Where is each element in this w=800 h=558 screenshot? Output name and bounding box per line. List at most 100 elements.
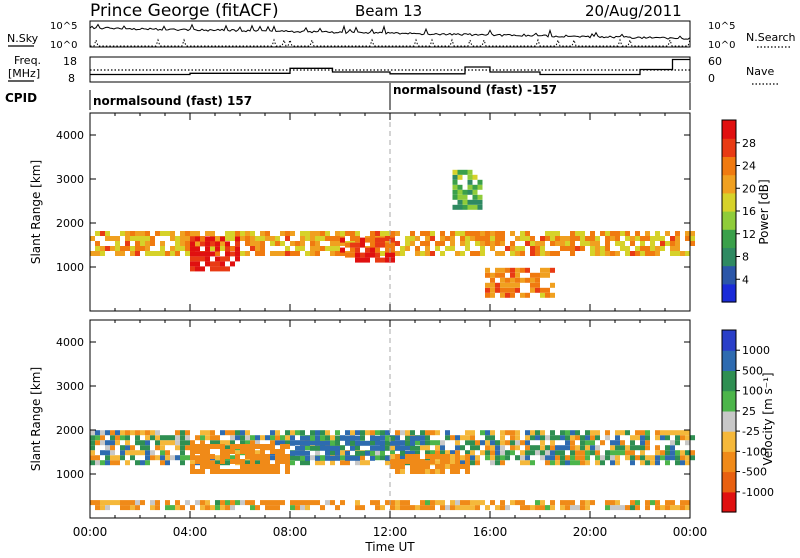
- velocity-cell: [565, 445, 570, 451]
- velocity-cell: [150, 435, 155, 441]
- power-cell: [455, 251, 460, 256]
- power-cell: [260, 231, 265, 236]
- x-axis-label: Time UT: [364, 540, 415, 554]
- velocity-cell: [690, 450, 695, 456]
- power-cell: [575, 236, 580, 241]
- power-cell: [170, 246, 175, 251]
- velocity-cell: [415, 440, 420, 446]
- power-cell: [545, 267, 550, 273]
- velocity-cell: [485, 435, 490, 441]
- power-cell: [467, 199, 473, 205]
- velocity-cell: [235, 500, 240, 506]
- velocity-cell: [235, 454, 240, 459]
- velocity-colorbar-swatch: [722, 431, 736, 452]
- power-cell: [477, 194, 483, 200]
- velocity-cell: [140, 430, 145, 436]
- power-cell: [135, 251, 140, 256]
- velocity-cell: [250, 444, 255, 449]
- velocity-cell: [330, 455, 335, 461]
- power-cell: [520, 231, 525, 236]
- power-cell: [300, 231, 305, 236]
- power-cell: [245, 241, 250, 246]
- velocity-cell: [560, 455, 565, 461]
- velocity-cell: [185, 445, 190, 451]
- velocity-cell: [505, 455, 510, 461]
- velocity-cell: [160, 445, 165, 451]
- velocity-cell: [295, 500, 300, 506]
- power-cell: [485, 231, 490, 236]
- velocity-cell: [285, 469, 290, 474]
- velocity-cell: [285, 464, 290, 469]
- velocity-cell: [255, 505, 260, 511]
- power-cell: [240, 236, 245, 241]
- power-cell: [495, 251, 500, 256]
- velocity-cell: [435, 445, 440, 451]
- velocity-cell: [415, 454, 420, 459]
- velocity-cell: [450, 464, 455, 469]
- velocity-cell: [230, 444, 235, 449]
- velocity-cell: [110, 455, 115, 461]
- velocity-cell: [265, 505, 270, 511]
- velocity-cell: [440, 440, 445, 446]
- velocity-cell: [430, 454, 435, 459]
- power-cell: [490, 246, 495, 251]
- power-cell: [452, 204, 458, 210]
- velocity-cell: [105, 460, 110, 466]
- power-cell: [457, 174, 463, 180]
- power-cell: [645, 246, 650, 251]
- velocity-cell: [460, 455, 465, 461]
- velocity-cell: [585, 445, 590, 451]
- power-cell: [220, 241, 225, 246]
- velocity-cell: [340, 445, 345, 451]
- velocity-cell: [355, 450, 360, 456]
- power-cell: [640, 241, 645, 246]
- power-cell: [495, 236, 500, 241]
- velocity-cell: [315, 450, 320, 456]
- velocity-cell: [545, 445, 550, 451]
- power-cell: [375, 247, 380, 253]
- velocity-cell: [210, 430, 215, 436]
- power-cell: [570, 231, 575, 236]
- velocity-cell: [360, 460, 365, 466]
- power-cell: [330, 236, 335, 241]
- noise-panel-frame: [89, 20, 691, 48]
- velocity-cell: [480, 500, 485, 506]
- power-ytick-label: 1000: [56, 261, 84, 274]
- velocity-cell: [625, 430, 630, 436]
- velocity-cell: [495, 440, 500, 446]
- velocity-cell: [475, 505, 480, 511]
- velocity-cell: [570, 505, 575, 511]
- velocity-cell: [375, 435, 380, 441]
- power-cell: [445, 236, 450, 241]
- velocity-cell: [570, 450, 575, 456]
- velocity-cell: [600, 455, 605, 461]
- velocity-cell: [305, 455, 310, 461]
- power-cell: [450, 236, 455, 241]
- velocity-cell: [240, 444, 245, 449]
- power-cell: [505, 277, 510, 283]
- velocity-cell: [315, 445, 320, 451]
- power-cell: [490, 282, 495, 288]
- power-cell: [600, 246, 605, 251]
- power-cell: [180, 231, 185, 236]
- velocity-cell: [555, 435, 560, 441]
- power-cell: [385, 247, 390, 253]
- noise-right-tick-bottom: 10^0: [708, 40, 735, 51]
- velocity-cell: [680, 505, 685, 511]
- velocity-cell: [415, 469, 420, 474]
- velocity-cell: [565, 505, 570, 511]
- power-cell: [280, 251, 285, 256]
- power-cell: [105, 246, 110, 251]
- power-cell: [175, 246, 180, 251]
- velocity-cell: [255, 464, 260, 469]
- power-cell: [457, 184, 463, 190]
- velocity-cell: [305, 440, 310, 446]
- power-cell: [340, 237, 345, 243]
- velocity-cell: [600, 440, 605, 446]
- velocity-cell: [430, 500, 435, 506]
- velocity-cell: [365, 430, 370, 436]
- power-cell: [350, 252, 355, 258]
- power-cell: [385, 231, 390, 236]
- velocity-cell: [90, 445, 95, 451]
- velocity-cell: [290, 435, 295, 441]
